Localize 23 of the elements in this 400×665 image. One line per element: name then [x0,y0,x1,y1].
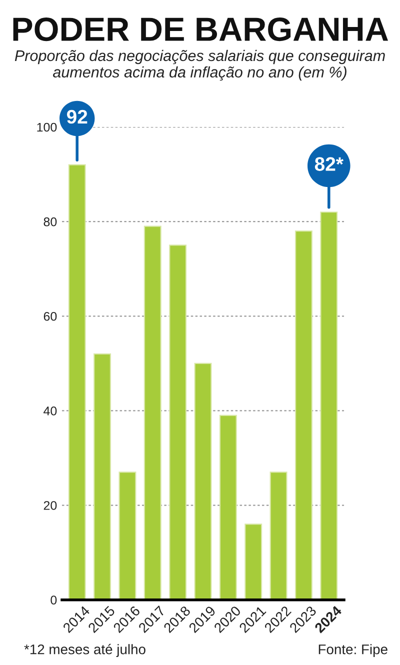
chart-title: PODER DE BARGANHA [13,18,388,42]
bar [169,244,187,600]
bar [219,414,237,600]
bar [144,226,162,600]
data-label: 82* [314,157,344,171]
y-tick-label: 60 [44,312,57,321]
bar [320,212,338,600]
bar [68,164,86,600]
bar [294,230,312,600]
y-tick-label: 20 [44,501,57,510]
bar [118,472,136,600]
bar [194,362,212,600]
source-note: Fonte: Fipe [318,644,388,658]
y-tick-label: 40 [44,406,57,416]
y-tick-label: 100 [37,122,57,132]
y-tick-label: 80 [44,217,57,226]
bar [244,524,262,600]
data-label: 92 [66,110,88,124]
y-tick-label: 0 [50,596,57,604]
bar [94,353,112,600]
text: *12 meses até julho [24,644,146,658]
bar [270,472,288,600]
chart-subtitle: Proporção das negociações salariais que conseguiram aumentos acima da inflação no ano (em %) [14,50,385,81]
